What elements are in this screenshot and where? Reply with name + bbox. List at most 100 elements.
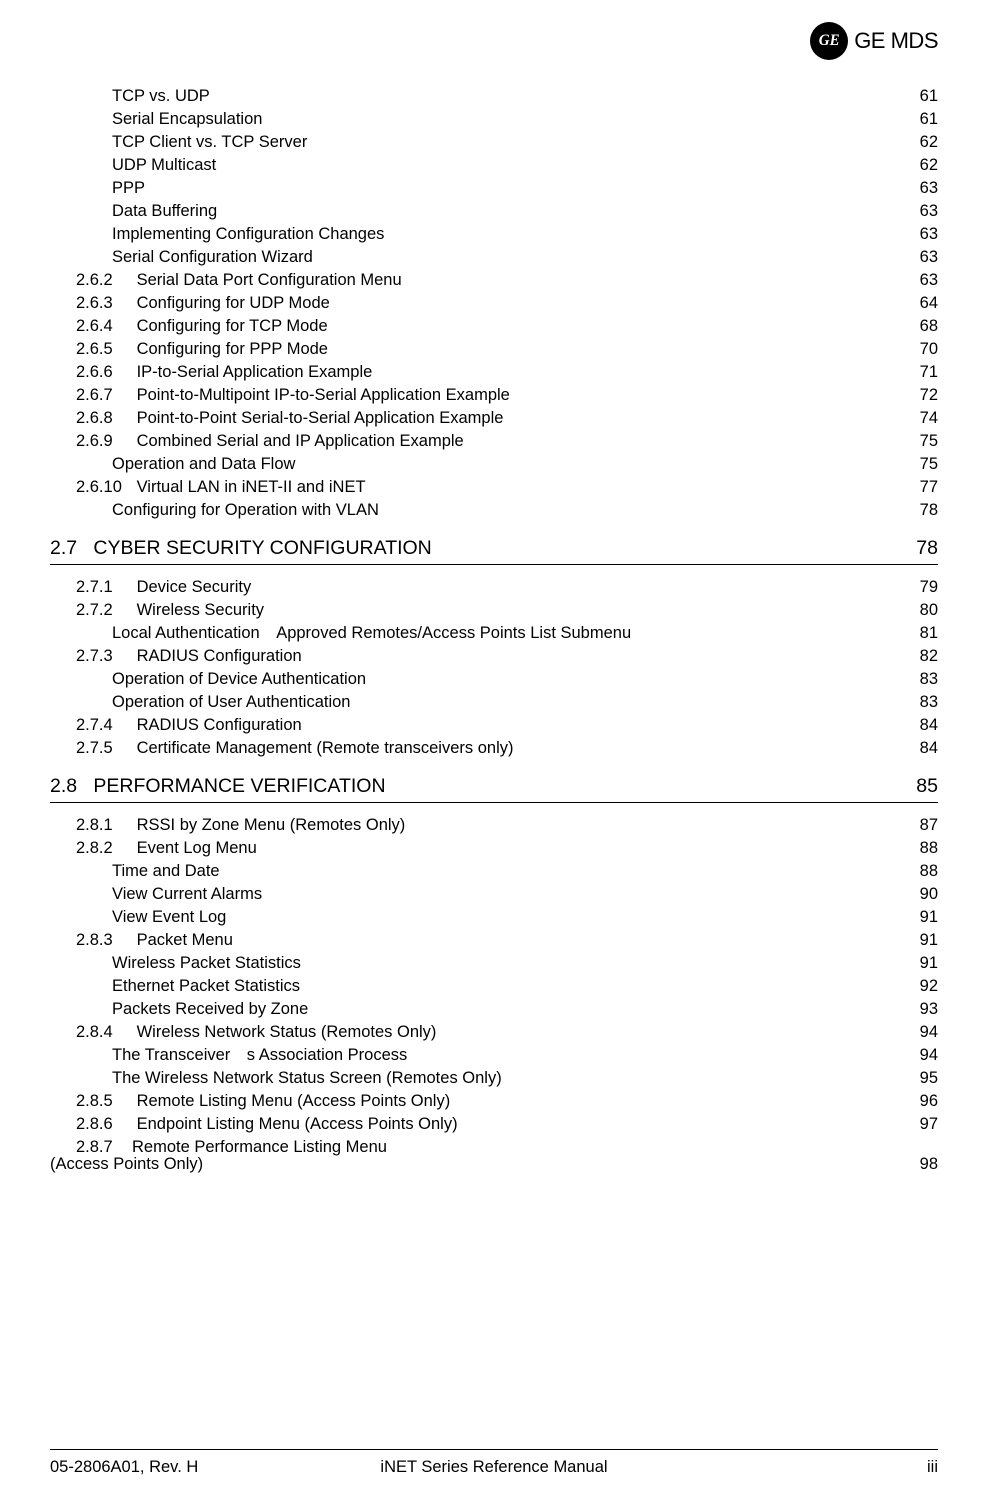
brand-text: GE MDS [854,28,938,54]
toc-entry: 2.7.3 RADIUS Configuration 82 [50,648,938,665]
toc-entry-page: 97 [920,1116,938,1133]
toc-entry-title: Serial Configuration Wizard [112,249,313,266]
toc-entry-number: 2.8.4 [76,1024,132,1041]
toc-entry: The Wireless Network Status Screen (Remo… [50,1070,938,1087]
toc-entry-page: 75 [920,456,938,473]
brand-ge: GE [854,28,885,53]
toc-entry-page: 79 [920,579,938,596]
toc-entry-title-line1: Remote Performance Listing Menu [132,1138,387,1156]
toc-entry-title: 2.8.1 RSSI by Zone Menu (Remotes Only) [76,817,405,834]
toc-entry: Wireless Packet Statistics 91 [50,955,938,972]
toc-entry: 2.6.7 Point-to-Multipoint IP-to-Serial A… [50,387,938,404]
toc-entry: UDP Multicast 62 [50,157,938,174]
toc-entry-number: 2.8.2 [76,840,132,857]
toc-entry-number: 2.8.7 [76,1139,132,1156]
footer-page-number: iii [927,1458,938,1477]
toc-entry-title: 2.6.2 Serial Data Port Configuration Men… [76,272,402,289]
section-page: 85 [916,777,938,797]
section-page: 78 [916,539,938,559]
toc-entry-title: Operation of User Authentication [112,694,350,711]
toc-entry: Operation and Data Flow 75 [50,456,938,473]
toc-entry-number: 2.6.8 [76,410,132,427]
toc-entry-title: 2.6.5 Configuring for PPP Mode [76,341,328,358]
toc-entry: 2.7.4 RADIUS Configuration 84 [50,717,938,734]
toc-entry: 2.6.6 IP-to-Serial Application Example 7… [50,364,938,381]
toc-entry-title: View Current Alarms [112,886,262,903]
toc-entry-title: Local Authentication Approved Remotes/Ac… [112,625,631,642]
toc-entry-title: PPP [112,180,145,197]
toc-entry-page: 91 [920,909,938,926]
toc-entry: 2.8.6 Endpoint Listing Menu (Access Poin… [50,1116,938,1133]
brand-logo: GE GE MDS [810,22,938,60]
toc-entry-page: 91 [920,932,938,949]
toc-entry-number: 2.6.9 [76,433,132,450]
toc-entry-title: 2.6.6 IP-to-Serial Application Example [76,364,372,381]
toc-entry-wrapped: 2.8.7Remote Performance Listing Menu (Ac… [50,1139,938,1172]
toc-entry-page: 75 [920,433,938,450]
toc-entry: Implementing Configuration Changes 63 [50,226,938,243]
toc-entry-page: 74 [920,410,938,427]
toc-entry-number: 2.6.5 [76,341,132,358]
section-rule [50,564,938,565]
toc-entry-page: 63 [920,203,938,220]
toc-entry-page: 88 [920,840,938,857]
toc-entry: 2.6.8 Point-to-Point Serial-to-Serial Ap… [50,410,938,427]
toc-entry-page: 98 [920,1156,938,1173]
toc-entry-title: 2.7.5 Certificate Management (Remote tra… [76,740,514,757]
toc-entry-number: 2.8.1 [76,817,132,834]
toc-entry: 2.6.4 Configuring for TCP Mode 68 [50,318,938,335]
toc-entry-title: 2.6.8 Point-to-Point Serial-to-Serial Ap… [76,410,503,427]
toc-entry: 2.8.4 Wireless Network Status (Remotes O… [50,1024,938,1041]
toc-entry: Configuring for Operation with VLAN 78 [50,502,938,519]
footer-doc-id: 05-2806A01, Rev. H [50,1458,198,1477]
page: GE GE MDS TCP vs. UDP 61Serial Encapsula… [0,0,988,1511]
toc-entry: 2.6.5 Configuring for PPP Mode 70 [50,341,938,358]
toc-entry-number: 2.7.3 [76,648,132,665]
toc-entry: 2.7.2 Wireless Security 80 [50,602,938,619]
toc-entry: 2.6.10 Virtual LAN in iNET-II and iNET 7… [50,479,938,496]
brand-mds: MDS [891,28,938,53]
toc-entry: 2.8.1 RSSI by Zone Menu (Remotes Only) 8… [50,817,938,834]
toc-entry-number: 2.6.2 [76,272,132,289]
section-rule [50,802,938,803]
toc-entry-title: 2.6.3 Configuring for UDP Mode [76,295,330,312]
toc-entry-title: 2.7.2 Wireless Security [76,602,264,619]
toc-entry-page: 95 [920,1070,938,1087]
toc-entry-title: Configuring for Operation with VLAN [112,502,379,519]
toc-entry: 2.7.5 Certificate Management (Remote tra… [50,740,938,757]
toc-entry-title: Operation of Device Authentication [112,671,366,688]
toc-entry: Serial Configuration Wizard 63 [50,249,938,266]
toc-entry-title: The Wireless Network Status Screen (Remo… [112,1070,502,1087]
toc-entry-title-line2: (Access Points Only) [50,1156,203,1173]
toc-entry-number: 2.6.6 [76,364,132,381]
toc-entry-page: 77 [920,479,938,496]
toc-entry-page: 84 [920,717,938,734]
toc-entry-number: 2.6.3 [76,295,132,312]
toc-entry-page: 91 [920,955,938,972]
toc-entry-number: 2.7.1 [76,579,132,596]
toc-entry-title: Wireless Packet Statistics [112,955,301,972]
toc-entry: 2.6.3 Configuring for UDP Mode 64 [50,295,938,312]
toc-entry-page: 64 [920,295,938,312]
toc-entry: Operation of User Authentication 83 [50,694,938,711]
toc-entry: 2.8.3 Packet Menu 91 [50,932,938,949]
toc-entry-page: 87 [920,817,938,834]
toc-entry-page: 68 [920,318,938,335]
toc-entry-title: 2.7.3 RADIUS Configuration [76,648,302,665]
toc-entry-title: 2.6.10 Virtual LAN in iNET-II and iNET [76,479,366,496]
toc-entry-page: 83 [920,671,938,688]
toc-entry-page: 88 [920,863,938,880]
toc-entry-page: 82 [920,648,938,665]
toc-entry-page: 61 [920,111,938,128]
toc-entry-page: 96 [920,1093,938,1110]
toc-entry-number: 2.8.6 [76,1116,132,1133]
toc-entry-title: The Transceiver s Association Process [112,1047,407,1064]
toc-entry: PPP 63 [50,180,938,197]
toc-entry-page: 84 [920,740,938,757]
toc-entry-title: 2.6.9 Combined Serial and IP Application… [76,433,464,450]
toc-entry: Packets Received by Zone 93 [50,1001,938,1018]
toc-entry-title: 2.7.4 RADIUS Configuration [76,717,302,734]
toc-entry-page: 63 [920,249,938,266]
section-2-7-heading: 2.7 CYBER SECURITY CONFIGURATION 78 [50,539,938,559]
toc-entry-number: 2.6.10 [76,479,132,496]
